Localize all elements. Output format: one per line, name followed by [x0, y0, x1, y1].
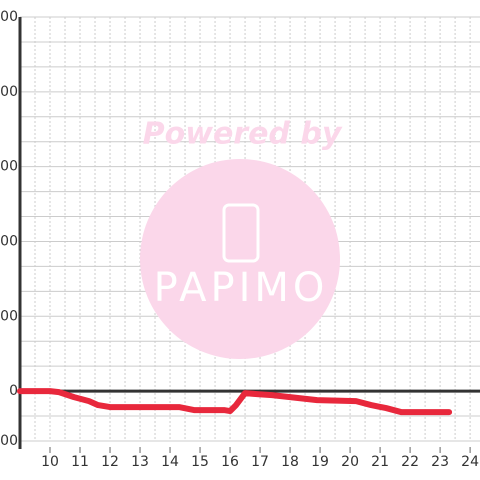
y-tick-label: 120,000 [0, 84, 18, 100]
x-tick-label: 13 [131, 454, 149, 470]
data-line [17, 388, 453, 416]
x-tick-label: 10 [41, 454, 59, 470]
x-tick-label: 12 [101, 454, 119, 470]
x-tick-label: 17 [251, 454, 269, 470]
x-tick-label: 20 [341, 454, 359, 470]
x-tick-label: 24 [461, 454, 479, 470]
y-tick-label: -20,000 [0, 433, 18, 449]
watermark-icon [222, 203, 260, 263]
x-tick-label: 18 [281, 454, 299, 470]
x-tick-label: 22 [401, 454, 419, 470]
x-tick-label: 21 [371, 454, 389, 470]
x-tick-label: 23 [431, 454, 449, 470]
x-tick-label: 14 [161, 454, 179, 470]
y-tick-label: 90,000 [0, 159, 18, 175]
x-tick-label: 16 [221, 454, 239, 470]
x-tick-label: 11 [71, 454, 89, 470]
watermark-logo: PAPIMO [154, 265, 329, 311]
y-tick-label: 150,000 [0, 9, 18, 25]
x-tick-label: 15 [191, 454, 209, 470]
y-tick-label: 0 [9, 383, 18, 399]
y-tick-label: 60,000 [0, 233, 18, 249]
y-tick-label: 30,000 [0, 308, 18, 324]
watermark-circle [140, 159, 340, 359]
x-tick-label: 19 [311, 454, 329, 470]
watermark-text: Powered by [143, 117, 343, 152]
